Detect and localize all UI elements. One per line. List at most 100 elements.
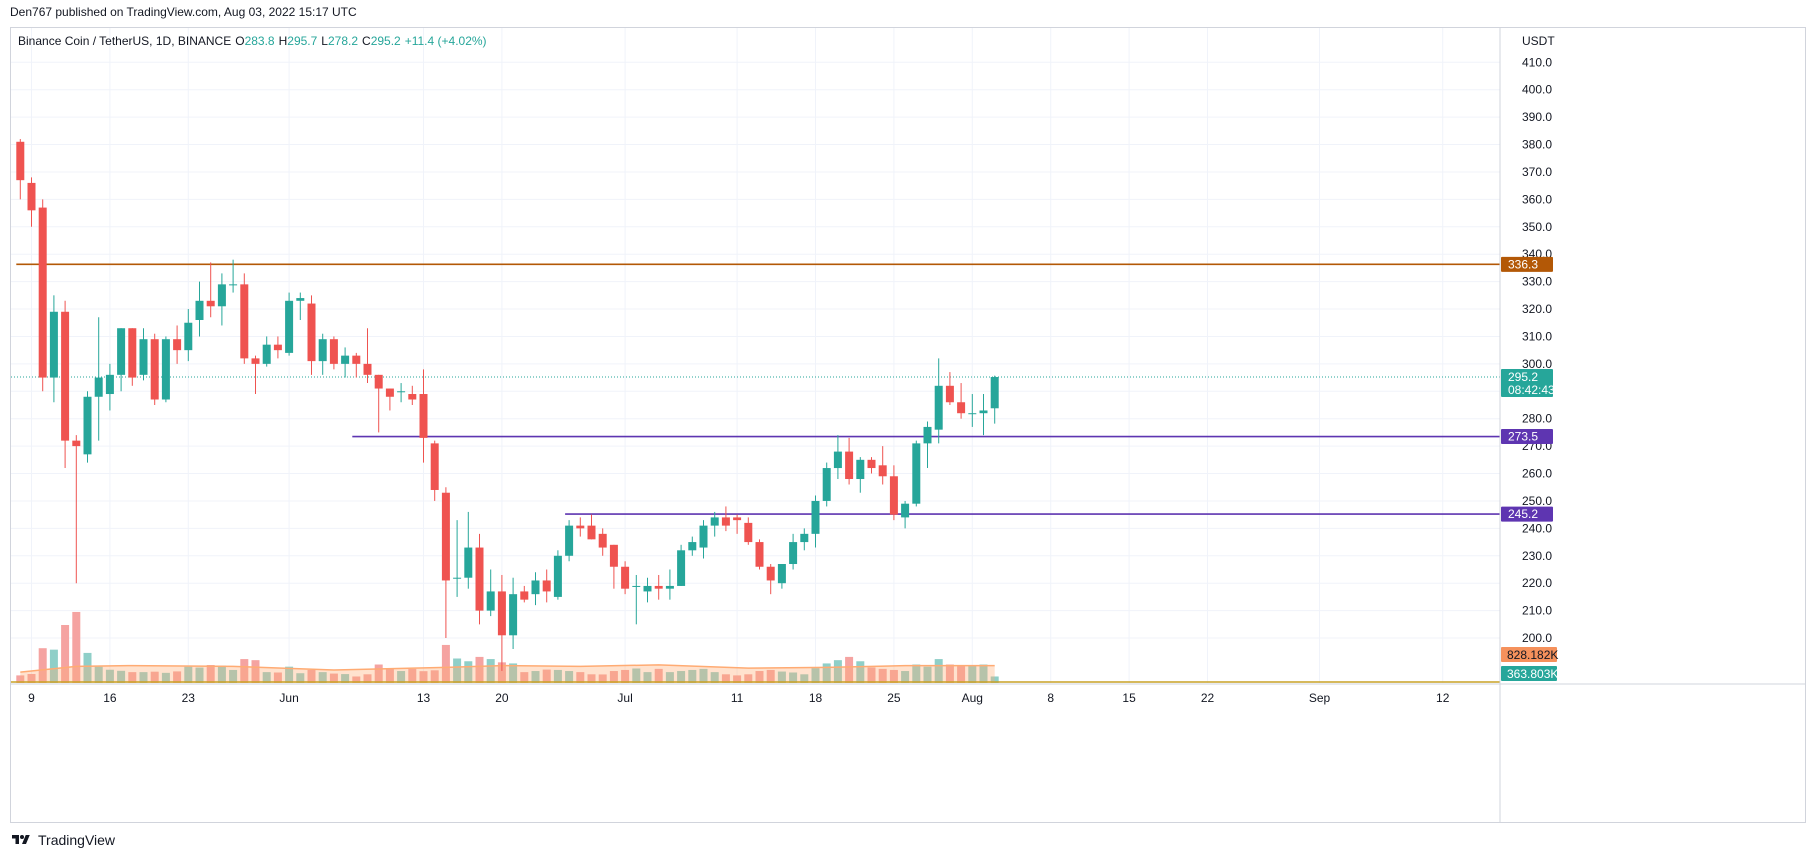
- candle-body[interactable]: [990, 377, 999, 409]
- candle-body[interactable]: [128, 328, 137, 378]
- candle-body[interactable]: [531, 580, 540, 595]
- candle-body[interactable]: [195, 300, 204, 320]
- candle-body[interactable]: [352, 355, 361, 364]
- candle-body[interactable]: [408, 394, 417, 400]
- candle-body[interactable]: [139, 339, 148, 375]
- candle-body[interactable]: [901, 503, 910, 518]
- candle-body[interactable]: [721, 517, 730, 526]
- candle-body[interactable]: [397, 391, 406, 393]
- candle-body[interactable]: [61, 311, 70, 441]
- candle-body[interactable]: [968, 413, 977, 415]
- candle-body[interactable]: [923, 426, 932, 444]
- candle-body[interactable]: [643, 585, 652, 592]
- candle-body[interactable]: [262, 344, 271, 364]
- candle-body[interactable]: [979, 410, 988, 414]
- candle-body[interactable]: [374, 374, 383, 389]
- candle-body[interactable]: [497, 591, 506, 636]
- candle-body[interactable]: [475, 547, 484, 611]
- candle-body[interactable]: [206, 300, 215, 307]
- candle-body[interactable]: [419, 394, 428, 438]
- candle-body[interactable]: [94, 377, 103, 397]
- candle-body[interactable]: [598, 533, 607, 548]
- candle-body[interactable]: [251, 358, 260, 364]
- candle-body[interactable]: [811, 500, 820, 534]
- candle-body[interactable]: [845, 451, 854, 480]
- candle-body[interactable]: [217, 284, 226, 307]
- candle-body[interactable]: [945, 385, 954, 403]
- candle-body[interactable]: [184, 322, 193, 351]
- candle-body[interactable]: [161, 339, 170, 400]
- candle-body[interactable]: [83, 396, 92, 455]
- candle-body[interactable]: [934, 385, 943, 430]
- candle-body[interactable]: [486, 591, 495, 611]
- candle-body[interactable]: [49, 311, 58, 378]
- candle-body[interactable]: [688, 542, 697, 551]
- candle-body[interactable]: [553, 555, 562, 597]
- candle-body[interactable]: [105, 374, 114, 395]
- candle-body[interactable]: [833, 451, 842, 469]
- candle-body[interactable]: [341, 355, 350, 364]
- candle-body[interactable]: [173, 339, 182, 351]
- candle-body[interactable]: [912, 443, 921, 504]
- candle-body[interactable]: [509, 594, 518, 636]
- candle-body[interactable]: [665, 585, 674, 589]
- volume-bar: [453, 658, 462, 683]
- candle-body[interactable]: [632, 585, 641, 587]
- candle-body[interactable]: [576, 525, 585, 529]
- candle-body[interactable]: [285, 300, 294, 353]
- candle-body[interactable]: [363, 363, 372, 375]
- candle-body[interactable]: [587, 525, 596, 540]
- candle-body[interactable]: [699, 525, 708, 548]
- candle-body[interactable]: [318, 339, 327, 362]
- candle-body[interactable]: [329, 339, 338, 364]
- candle-body[interactable]: [565, 525, 574, 556]
- volume-bar: [229, 669, 238, 683]
- candle-body[interactable]: [464, 547, 473, 578]
- candle-body[interactable]: [609, 544, 618, 567]
- candle-body[interactable]: [520, 591, 529, 600]
- price-tick-label: 320.0: [1522, 302, 1552, 316]
- candle-body[interactable]: [229, 284, 238, 286]
- candle-body[interactable]: [72, 440, 81, 447]
- candles[interactable]: [16, 139, 999, 671]
- candle-body[interactable]: [441, 492, 450, 581]
- close-label: C: [362, 34, 371, 48]
- candle-body[interactable]: [654, 585, 663, 589]
- candle-body[interactable]: [453, 577, 462, 579]
- candle-body[interactable]: [296, 298, 305, 301]
- candle-body[interactable]: [777, 564, 786, 584]
- volume-bar: [654, 668, 663, 683]
- candle-body[interactable]: [430, 443, 439, 490]
- candle-body[interactable]: [117, 328, 126, 375]
- candle-body[interactable]: [273, 344, 282, 351]
- candle-body[interactable]: [240, 284, 249, 359]
- candle-body[interactable]: [307, 303, 316, 362]
- volume-bar: [643, 672, 652, 683]
- candle-body[interactable]: [889, 476, 898, 515]
- candle-body[interactable]: [27, 182, 36, 211]
- candle-body[interactable]: [800, 533, 809, 543]
- horizontal-levels[interactable]: [11, 263, 1500, 515]
- candle-body[interactable]: [677, 550, 686, 586]
- candle-body[interactable]: [856, 459, 865, 480]
- candle-body[interactable]: [385, 388, 394, 397]
- candle-body[interactable]: [542, 580, 551, 592]
- volume-bar: [990, 676, 999, 683]
- candle-body[interactable]: [744, 522, 753, 543]
- candle-body[interactable]: [867, 459, 876, 469]
- chart-frame[interactable]: [10, 27, 1806, 823]
- candle-body[interactable]: [733, 517, 742, 521]
- candle-body[interactable]: [150, 339, 159, 400]
- candle-body[interactable]: [957, 402, 966, 414]
- candle-body[interactable]: [789, 542, 798, 565]
- candle-body[interactable]: [621, 566, 630, 589]
- candle-body[interactable]: [755, 542, 764, 567]
- candle-body[interactable]: [822, 468, 831, 501]
- candle-body[interactable]: [766, 566, 775, 581]
- time-tick-label: 13: [417, 691, 431, 705]
- candle-body[interactable]: [878, 465, 887, 477]
- candle-body[interactable]: [16, 141, 25, 181]
- candle-body[interactable]: [710, 517, 719, 526]
- candle-body[interactable]: [38, 207, 47, 378]
